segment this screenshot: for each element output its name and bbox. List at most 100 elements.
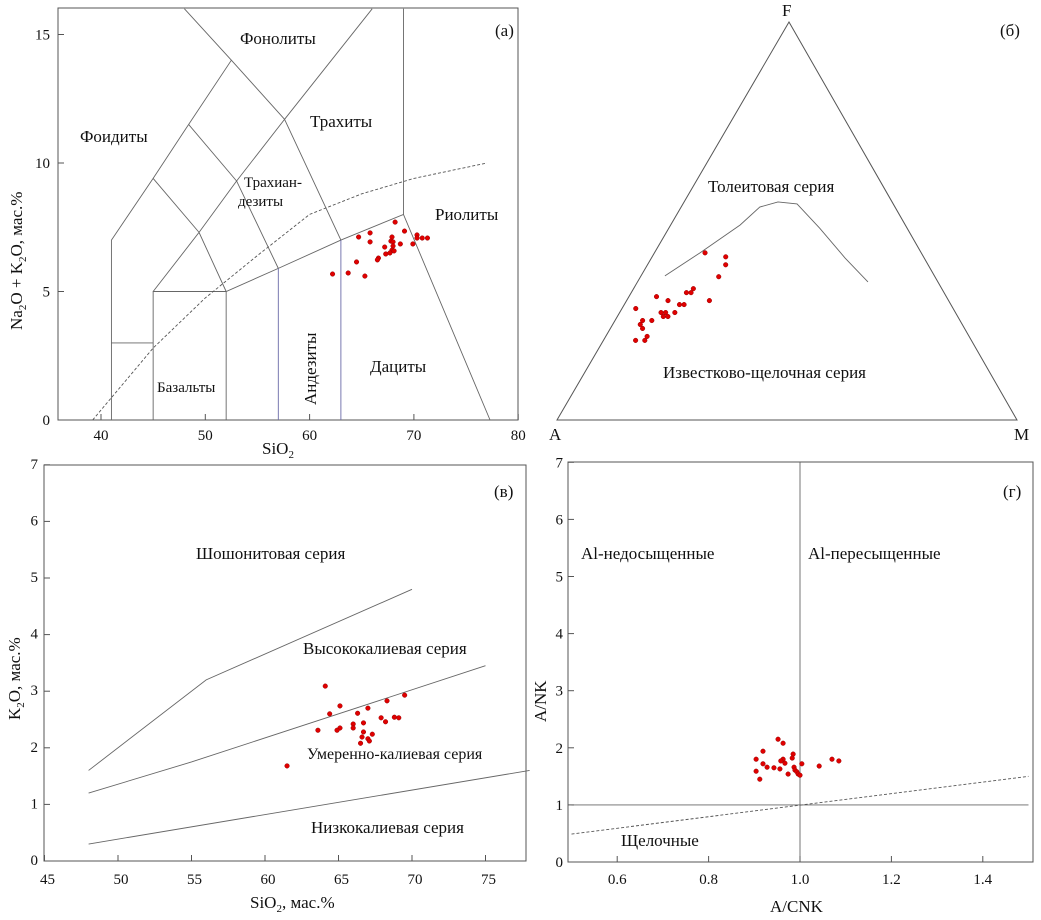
data-point <box>644 333 650 339</box>
low-medium-k-boundary <box>88 769 530 845</box>
data-point <box>799 761 805 767</box>
panel-a-label: (а) <box>495 21 514 40</box>
tas-boundary <box>188 124 237 182</box>
peralkaline-boundary <box>571 775 1029 835</box>
panel-c-xlabel: SiO2, мас.% <box>250 893 335 915</box>
tas-boundary <box>231 59 285 120</box>
data-point <box>706 298 712 304</box>
field-trachyandesite-2: дезиты <box>238 194 283 210</box>
data-point <box>660 313 666 320</box>
y-tick-label: 4 <box>31 627 39 643</box>
x-tick-label: 40 <box>94 428 109 444</box>
y-tick-label: 2 <box>556 741 564 757</box>
data-point <box>782 760 788 766</box>
high-k-shoshonite-boundary <box>88 588 413 771</box>
data-point <box>665 298 671 304</box>
data-point <box>778 758 784 764</box>
tas-boundary <box>110 8 232 420</box>
data-point <box>642 337 648 343</box>
y-tick-label: 7 <box>31 457 39 473</box>
data-point <box>360 720 367 726</box>
data-point <box>410 241 416 247</box>
data-point <box>322 683 328 689</box>
x-tick-label: 50 <box>198 428 213 444</box>
panel-d-xlabel: A/CNK <box>770 897 824 916</box>
field-tholeiite: Толеитовая серия <box>708 177 835 196</box>
data-point <box>633 337 639 343</box>
data-point <box>392 219 398 225</box>
data-point <box>723 254 729 260</box>
field-calcalkaline: Известково-щелочная серия <box>663 363 866 382</box>
y-tick-label: 1 <box>556 798 564 814</box>
y-tick-label: 5 <box>556 570 564 586</box>
data-point <box>337 703 343 709</box>
y-tick-label: 0 <box>43 413 51 429</box>
data-point <box>374 257 380 263</box>
tholeiite-calcalkaline-boundary <box>664 201 869 283</box>
y-tick-label: 1 <box>31 796 39 812</box>
vertex-A: A <box>549 425 562 444</box>
y-tick-label: 6 <box>31 513 39 529</box>
data-point <box>757 776 763 782</box>
panel-b-afm: (б) F A M Толеитовая серия Известково-ще… <box>549 1 1029 444</box>
x-tick-label: 0.6 <box>608 872 627 888</box>
panel-a-tas: 40 50 60 70 80 0 5 10 15 (а) Фонолиты Фоидиты Тр… <box>7 7 526 461</box>
data-point <box>414 235 420 241</box>
field-high-k: Высококалиевая серия <box>303 639 467 658</box>
data-point <box>797 772 803 778</box>
panel-c-ylabel: K2O, мас.% <box>5 637 27 720</box>
tas-boundary <box>152 231 227 292</box>
data-point <box>681 302 687 308</box>
tas-boundary <box>152 178 200 233</box>
data-point <box>829 756 835 762</box>
y-tick-label: 4 <box>556 627 564 643</box>
data-point <box>816 763 822 769</box>
data-point <box>653 294 660 300</box>
x-tick-label: 70 <box>408 872 423 888</box>
data-point <box>382 244 388 250</box>
x-tick-label: 75 <box>481 872 496 888</box>
data-point <box>396 715 402 721</box>
field-metaluminous: Al-недосыщенные <box>581 544 714 563</box>
data-point <box>384 698 390 704</box>
x-tick-label: 55 <box>187 872 202 888</box>
data-point <box>378 715 384 721</box>
data-point <box>329 271 336 277</box>
x-tick-label: 50 <box>114 872 129 888</box>
data-point <box>369 731 375 737</box>
data-point <box>391 248 397 254</box>
y-tick-label: 15 <box>35 28 50 44</box>
data-point <box>362 273 368 279</box>
x-tick-label: 65 <box>334 872 349 888</box>
data-point <box>672 309 678 316</box>
data-point <box>683 290 689 296</box>
data-point <box>789 755 795 761</box>
field-basalt: Базальты <box>157 380 215 396</box>
field-andesite: Андезиты <box>301 332 320 405</box>
x-tick-label: 45 <box>40 872 55 888</box>
field-peraluminous: Al-пересыщенные <box>808 544 941 563</box>
data-point <box>424 235 431 241</box>
panel-a-xlabel: SiO2 <box>262 439 294 461</box>
data-point <box>397 241 403 247</box>
data-point <box>764 764 770 770</box>
data-point <box>358 740 364 746</box>
data-point <box>649 317 655 324</box>
data-point <box>284 763 290 769</box>
data-point <box>688 290 694 296</box>
data-point <box>640 325 646 332</box>
data-point <box>723 262 729 268</box>
data-point <box>355 710 361 716</box>
data-point <box>760 748 766 754</box>
x-tick-label: 70 <box>406 428 421 444</box>
y-tick-label: 6 <box>556 512 564 528</box>
field-medium-k: Умеренно-калиевая серия <box>307 746 483 763</box>
field-trachyte: Трахиты <box>310 112 373 131</box>
data-point <box>353 259 360 265</box>
field-dacite: Дациты <box>370 357 427 376</box>
data-point <box>334 727 340 733</box>
y-tick-label: 5 <box>31 570 39 586</box>
field-rhyolite: Риолиты <box>435 205 499 224</box>
